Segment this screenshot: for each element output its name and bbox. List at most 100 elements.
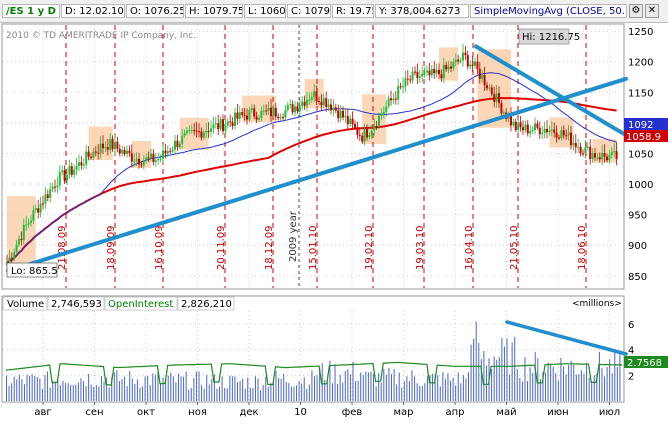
month-label: 10 [294,407,307,418]
candle-body [339,110,342,119]
volume-units: <millions> [572,299,622,309]
lo-label: Lo: 865.5 [11,266,58,277]
volume-bar [88,373,90,401]
candle-body [531,130,534,132]
candle-body [502,112,505,114]
volume-bar [213,374,215,401]
candle-body [418,76,421,78]
volume-bar [593,375,595,401]
volume-bar [111,377,113,401]
candle-body [145,157,148,161]
volume-bar [306,388,308,401]
oi-label-box [104,296,178,311]
volume-bar [57,380,59,401]
volume-bar [393,368,395,401]
candle-body [471,64,474,66]
candle-body [90,156,92,158]
candle-body [133,161,136,163]
candle-body [608,155,611,161]
volume-bar [278,378,280,401]
volume-bar [275,371,277,401]
candle-body [582,153,584,155]
volume-bar [316,375,318,401]
candle-body [454,59,457,62]
gear-icon[interactable]: ⚙ [629,4,643,18]
volume-bar [13,376,15,401]
volume-bar [550,364,552,401]
volume-bar [124,376,126,401]
volume-bar [152,373,154,401]
volume-bar [52,380,54,401]
candle-body [457,59,460,62]
hi-label: Hi: 1216.75 [522,32,580,43]
candle-body [226,121,229,126]
candle-body [219,119,222,130]
volume-bar [170,372,172,401]
candle-body [210,128,212,132]
volume-bar [498,357,500,401]
volume-bar [426,376,428,401]
symbol-selector[interactable]: /ES 1 y D [2,4,60,18]
month-label: окт [137,407,155,418]
candle-body [294,106,296,113]
volume-bar [578,374,580,401]
volume-bar [573,364,575,401]
candle-body [188,130,191,132]
volume-bar [473,338,475,401]
candle-body [450,66,452,69]
candle-body [368,134,371,138]
study-label[interactable]: SimpleMovingAvg (CLOSE, 50... [470,4,627,18]
candle-body [277,116,280,119]
candle-body [178,143,181,148]
expiration-marker-label: 18.12.09 [264,225,275,270]
candle-body [205,131,208,133]
volume-bar [604,376,606,401]
volume-bar [542,371,544,401]
candle-body [78,162,80,166]
candle-body [152,153,155,163]
oi-value-badge [624,356,668,368]
volume-bar [254,376,256,401]
candle-body [255,116,258,120]
expiration-marker-label: 16.10.09 [154,225,165,270]
volume-bar [457,372,459,401]
volume-bar [401,387,403,401]
volume-bar [388,368,390,401]
candle-body [176,140,179,148]
volume-bar [237,382,238,401]
candle-body [550,129,553,131]
candle-body [315,91,318,102]
candle-body [610,151,613,156]
year-label: 2009 year [288,210,299,262]
volume-bar [378,373,380,401]
volume-bar [370,371,372,401]
candle-body [514,121,517,131]
volume-bar [455,385,457,401]
volume-bar [460,383,462,401]
candle-body [80,162,83,166]
volume-bar [444,379,446,401]
candle-body [150,153,152,158]
candle-body [291,104,294,113]
volume-bar [437,375,439,401]
volume-bar [239,381,241,401]
close-icon[interactable]: ✕ [645,4,659,18]
candle-body [253,108,256,117]
volume-bar [106,377,108,401]
volume-bar [385,374,387,401]
expiration-marker-label: 21.05.10 [509,225,520,270]
candle-body [123,149,126,155]
oi-value: 2,826,210 [181,299,232,310]
candle-body [306,99,308,106]
volume-bar [424,383,426,401]
volume-bar [49,387,51,401]
candle-body [296,106,299,111]
volume-bar [365,371,367,401]
candle-body [193,130,196,132]
price-tick-label: 900 [628,241,647,252]
volume-bar [219,386,221,401]
volume-bar [521,381,523,401]
candle-body [241,112,244,115]
range-readout: R: 19.75 [332,4,374,18]
